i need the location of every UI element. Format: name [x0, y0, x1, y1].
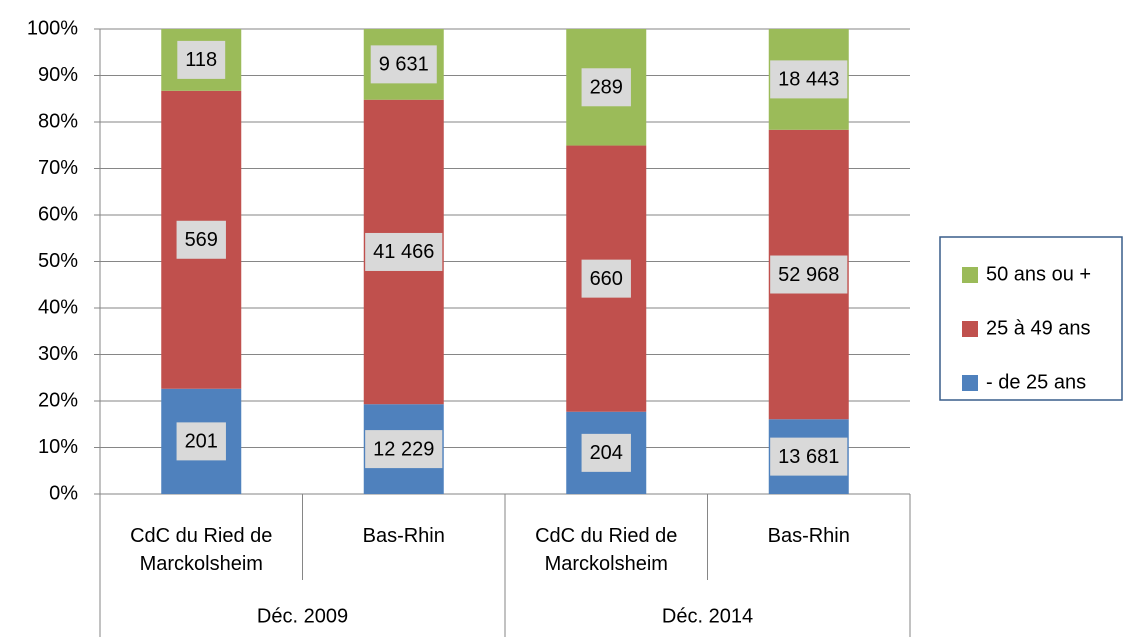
x-tick-label: CdC du Ried de Marckolsheim: [130, 525, 273, 575]
x-tick-label-box: Bas-Rhin: [362, 525, 445, 547]
data-label-box: [581, 433, 631, 472]
data-label: 118: [185, 49, 217, 71]
data-label: 13 681: [778, 446, 839, 468]
data-label: 41 466: [373, 241, 434, 263]
data-label-box: [770, 60, 848, 99]
legend-swatch: [962, 375, 978, 391]
group-label: Déc. 2009: [257, 605, 348, 627]
x-tick-label-box: CdC du Ried de Marckolsheim: [130, 525, 273, 575]
x-tick-label: Bas-Rhin: [362, 525, 445, 547]
data-label: 52 968: [778, 264, 839, 286]
y-tick-label: 10%: [38, 436, 78, 458]
data-label: 660: [590, 268, 623, 290]
y-tick-label: 60%: [38, 203, 78, 225]
legend-label: - de 25 ans: [986, 371, 1086, 393]
data-label-box: [177, 40, 226, 79]
legend-label: 25 à 49 ans: [986, 317, 1091, 339]
x-tick-label: Bas-Rhin: [767, 525, 850, 547]
data-label: 204: [590, 442, 623, 464]
legend-swatch: [962, 267, 978, 283]
data-label: 569: [185, 229, 218, 251]
data-label-box: [770, 255, 848, 294]
x-tick-label-box: CdC du Ried de Marckolsheim: [535, 525, 678, 575]
data-label-box: [770, 437, 848, 476]
legend-swatch: [962, 321, 978, 337]
y-tick-label: 70%: [38, 157, 78, 179]
y-tick-label: 80%: [38, 110, 78, 132]
data-label-box: [365, 232, 443, 271]
y-tick-label: 40%: [38, 296, 78, 318]
data-label: 201: [185, 431, 218, 453]
data-label: 18 443: [778, 69, 839, 91]
data-label-box: [365, 430, 443, 469]
data-label-box: [581, 259, 631, 298]
data-label: 12 229: [373, 438, 434, 460]
group-label: Déc. 2014: [662, 605, 753, 627]
y-tick-label: 30%: [38, 343, 78, 365]
y-tick-label: 90%: [38, 64, 78, 86]
x-tick-label-box: Bas-Rhin: [767, 525, 850, 547]
legend-label: 50 ans ou +: [986, 263, 1091, 285]
legend-box: [939, 236, 1123, 401]
y-tick-label: 20%: [38, 389, 78, 411]
y-tick-label: 0%: [49, 482, 78, 504]
x-tick-label: CdC du Ried de Marckolsheim: [535, 525, 678, 575]
data-label-box: [581, 68, 631, 107]
data-label-box: [176, 220, 226, 259]
data-label-box: [176, 422, 226, 461]
y-tick-label: 100%: [27, 17, 78, 39]
data-label-box: [370, 45, 437, 84]
data-label: 289: [590, 77, 623, 99]
y-tick-label: 50%: [38, 250, 78, 272]
data-label: 9 631: [379, 54, 429, 76]
